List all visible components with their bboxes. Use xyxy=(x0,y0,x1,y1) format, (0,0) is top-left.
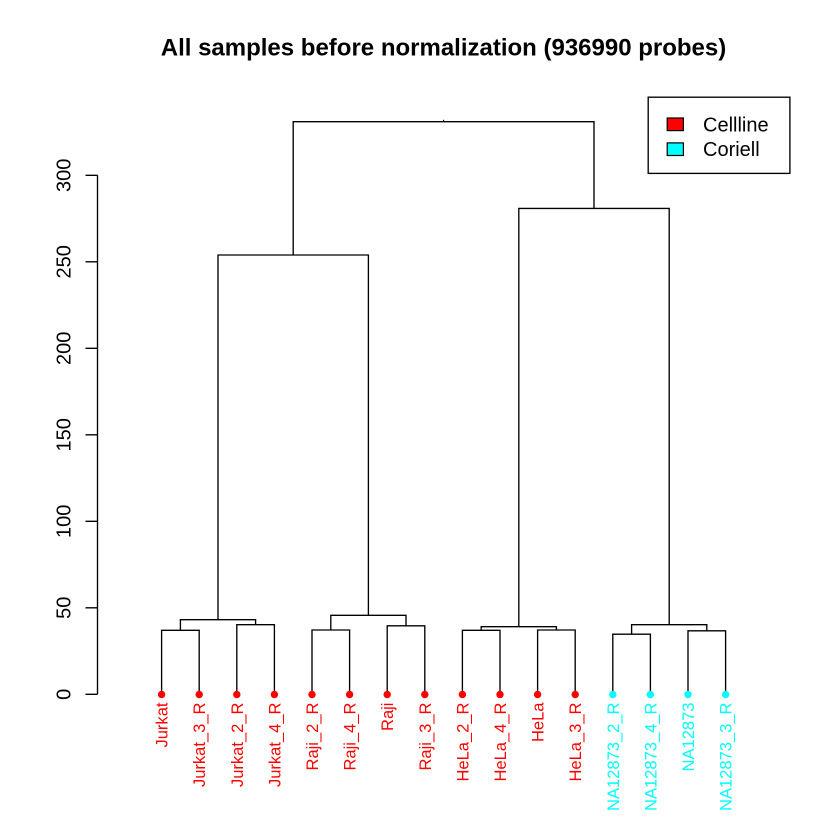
svg-text:50: 50 xyxy=(54,597,76,619)
svg-text:All samples before normalizati: All samples before normalization (936990… xyxy=(161,35,727,62)
svg-text:Cellline: Cellline xyxy=(703,114,769,136)
svg-text:Jurkat_2_R: Jurkat_2_R xyxy=(228,702,247,787)
svg-text:HeLa_3_R: HeLa_3_R xyxy=(566,702,585,781)
svg-text:HeLa: HeLa xyxy=(529,702,548,742)
svg-text:150: 150 xyxy=(54,418,76,451)
svg-text:200: 200 xyxy=(54,332,76,365)
svg-text:Jurkat_4_R: Jurkat_4_R xyxy=(265,702,284,787)
svg-text:NA12873: NA12873 xyxy=(679,703,698,772)
svg-text:HeLa_4_R: HeLa_4_R xyxy=(491,702,510,781)
svg-text:Raji: Raji xyxy=(378,703,397,731)
svg-text:Raji_4_R: Raji_4_R xyxy=(341,702,360,770)
svg-text:Raji_2_R: Raji_2_R xyxy=(303,702,322,770)
svg-text:HeLa_2_R: HeLa_2_R xyxy=(453,702,472,781)
svg-text:Raji_3_R: Raji_3_R xyxy=(416,702,435,770)
svg-text:Jurkat: Jurkat xyxy=(153,702,172,747)
svg-text:250: 250 xyxy=(54,245,76,278)
svg-text:Jurkat_3_R: Jurkat_3_R xyxy=(190,702,209,787)
svg-text:Coriell: Coriell xyxy=(703,139,760,161)
svg-text:300: 300 xyxy=(54,159,76,192)
svg-text:NA12873_3_R: NA12873_3_R xyxy=(717,702,736,811)
svg-text:NA12873_2_R: NA12873_2_R xyxy=(604,702,623,811)
svg-text:100: 100 xyxy=(54,505,76,538)
svg-text:NA12873_4_R: NA12873_4_R xyxy=(641,702,660,811)
svg-text:0: 0 xyxy=(54,689,76,700)
